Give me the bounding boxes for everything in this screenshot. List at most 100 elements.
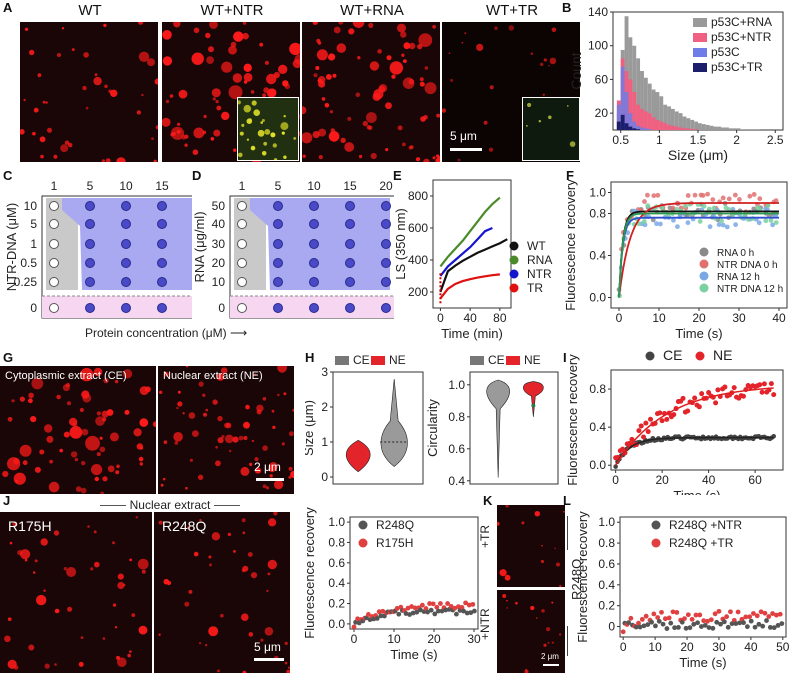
droplet: [554, 547, 556, 550]
point-ne: [641, 434, 647, 440]
droplet: [506, 599, 508, 602]
bar-p53C+TR: [620, 114, 625, 130]
droplet: [333, 26, 341, 34]
axes: 0 10 20 30 40 50 0 0.2 0.4 0.6 0.8 1.0 Time (s) Fluor…: [575, 511, 790, 670]
filled-marker: [157, 303, 167, 313]
x-tick-label: 20: [427, 632, 441, 646]
droplet: [521, 521, 525, 525]
point-l-tr: [747, 614, 753, 620]
droplet: [13, 472, 26, 485]
droplet: [102, 417, 107, 422]
point-l-ntr: [756, 621, 762, 627]
point-ne: [740, 393, 746, 399]
y-tick-label: 0.6: [598, 557, 615, 571]
filled-marker: [85, 277, 95, 287]
filled-marker: [273, 219, 283, 229]
droplet: [246, 138, 250, 141]
x-tick-label: 30: [732, 311, 746, 325]
droplet: [53, 530, 60, 536]
droplet: [176, 406, 179, 410]
chart-j: 0 10 20 30 0.0 0.2 0.4 0.6 0.8 1.0 Time (s) Fluores…: [302, 507, 481, 662]
point-r175h: [405, 605, 411, 611]
droplet: [313, 73, 318, 78]
y-tick-label: 20: [212, 256, 226, 270]
droplet: [243, 421, 250, 429]
point-r248q: [403, 611, 409, 616]
legend-3-swatch: [693, 63, 707, 72]
filled-marker: [381, 239, 391, 249]
y-tick-label: 0.6: [328, 556, 345, 570]
droplet: [116, 655, 120, 660]
bar-p53C+NTR: [690, 129, 695, 130]
droplet: [288, 431, 294, 437]
point-r175h: [434, 604, 440, 610]
droplet: [56, 394, 61, 400]
point-l-ntr: [668, 620, 674, 626]
droplet: [82, 85, 87, 91]
panel-letter-i: I: [563, 350, 567, 365]
droplet: [355, 92, 361, 98]
point-r175h: [394, 605, 400, 611]
droplet: [389, 61, 403, 75]
point-ne: [761, 381, 767, 387]
point-r248q: [378, 613, 384, 619]
point-2: [685, 220, 691, 226]
droplet: [268, 462, 278, 471]
droplet: [131, 613, 136, 617]
droplet: [28, 392, 34, 399]
droplet: [61, 27, 65, 30]
droplet: [198, 642, 202, 645]
droplet: [551, 27, 557, 33]
chart-f: 0 10 20 30 40 0.0 0.4 0.8 1.0 Time (s) Fluorescenc…: [563, 179, 788, 341]
droplet: [273, 72, 280, 79]
point-ne: [648, 416, 654, 422]
droplet: [269, 474, 273, 478]
droplet: [215, 446, 218, 449]
droplet: [178, 89, 188, 99]
x-axis-label: Time (s): [679, 655, 726, 670]
droplet: [243, 63, 252, 72]
droplet: [368, 125, 373, 130]
filled-marker: [309, 201, 319, 211]
droplet: [450, 78, 454, 82]
droplet: [402, 77, 415, 89]
droplet: [534, 511, 540, 517]
droplet: [116, 157, 126, 162]
droplet: [338, 22, 344, 25]
point-l-tr: [701, 618, 707, 624]
droplet: [567, 105, 569, 107]
droplet: [141, 569, 146, 574]
droplet: [96, 452, 101, 457]
point-l-ntr: [764, 618, 769, 623]
droplet: [259, 42, 264, 47]
droplet: [442, 108, 446, 113]
droplet: [254, 457, 259, 462]
point-l-ntr: [679, 619, 685, 625]
y-axis-label: Fluorescence recovery: [565, 354, 580, 486]
point-l-ntr: [748, 618, 754, 624]
droplet: [188, 412, 196, 419]
point-l-ntr: [779, 621, 785, 627]
blue-region: [250, 198, 390, 290]
droplet: [185, 486, 188, 490]
y-tick-label: 0.8: [598, 536, 615, 550]
bar-p53C+RNA: [659, 96, 664, 130]
point-l-ntr: [641, 623, 647, 629]
point-ne: [620, 446, 626, 452]
droplet: [193, 27, 200, 34]
droplet: [99, 436, 103, 440]
bar-p53C+NTR: [632, 92, 637, 130]
point-2: [770, 222, 776, 228]
droplet: [137, 558, 149, 570]
filled-marker: [345, 258, 355, 268]
droplet: [294, 54, 300, 65]
legend-e-1-label: RNA: [527, 253, 552, 267]
point-l-ntr: [653, 623, 658, 629]
droplet: [268, 518, 277, 527]
droplet: [217, 415, 223, 422]
y-tick-label: 40: [212, 217, 226, 231]
point-l-tr: [751, 611, 756, 616]
droplet: [116, 464, 120, 469]
axes: 0 10 20 30 40 0.0 0.4 0.8 1.0 Time (s) Fluorescenc…: [563, 179, 788, 341]
axes: 0 20 40 60 0.0 0.4 0.8 Time (s) Fluorescence rec…: [565, 354, 784, 495]
